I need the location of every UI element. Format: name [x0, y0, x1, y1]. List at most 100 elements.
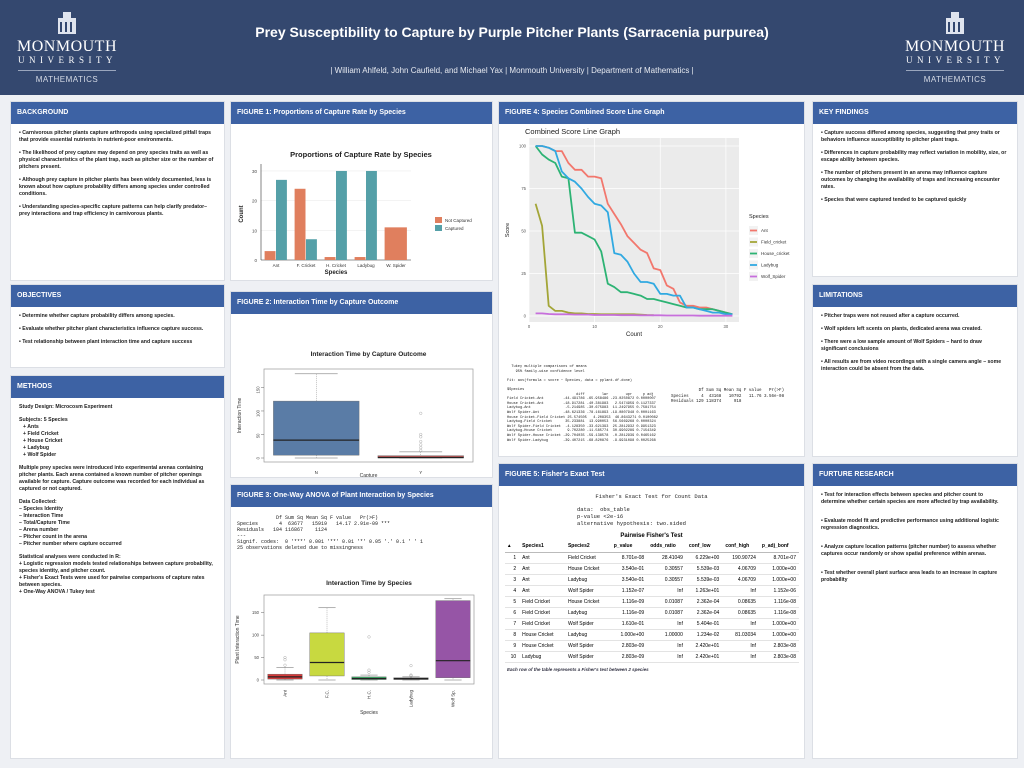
table-cell: 1.000e+00 [758, 563, 799, 575]
y-tick-label: 25 [521, 271, 526, 276]
series-line-ant [535, 145, 733, 316]
column-header[interactable]: ▴ [505, 541, 520, 553]
subject-item: + Field Cricket [23, 431, 59, 437]
chart-title: Proportions of Capture Rate by Species [290, 150, 432, 159]
logo-line2: UNIVERSITY [18, 55, 116, 71]
column-header[interactable]: Species2 [564, 541, 611, 553]
data-collected-label: Data Collected: [19, 499, 57, 505]
figure3-panel: FIGURE 3: One-Way ANOVA of Plant Interac… [230, 484, 493, 759]
x-tick-label: Y [419, 470, 422, 475]
output-line: 95% family-wise confidence level [507, 369, 585, 374]
background-item: • The likelihood of prey capture may dep… [19, 150, 214, 170]
table-cell: Ant [519, 552, 565, 564]
legend-swatch [435, 225, 442, 231]
legend-label: Captured [445, 226, 464, 231]
data-item: – Pitcher count in the arena [19, 534, 88, 540]
table-cell: 6 [505, 607, 520, 619]
objective-item: • Test relationship between plant intera… [19, 339, 193, 345]
table-cell: Inf [722, 585, 759, 597]
fisher-test-line: data: obs_table [577, 506, 630, 513]
table-cell: 3.540e-01 [610, 574, 648, 586]
table-cell: 3 [505, 574, 520, 586]
stats-item: + One-Way ANOVA / Tukey test [19, 589, 95, 595]
series-line-wolf_spider [535, 312, 733, 317]
output-line: Ladybug-Ant -5.214985 -30.675983 11.2497… [507, 406, 656, 411]
logo-line3: MATHEMATICS [35, 75, 99, 84]
table-cell: 0.01087 [647, 596, 686, 608]
table-cell: 1.00000 [647, 629, 686, 641]
x-tick-label: Wolf Sp. [451, 690, 456, 707]
box-wolfsp [435, 600, 471, 678]
column-header[interactable]: conf_high [722, 541, 759, 553]
table-cell: 8.701e-07 [758, 552, 799, 564]
outlier-point [367, 668, 371, 672]
table-cell: 2.803e-08 [758, 651, 799, 663]
background-panel: BACKGROUND • Carnivorous pitcher plants … [10, 101, 225, 281]
figure3-heading: FIGURE 3: One-Way ANOVA of Plant Interac… [231, 485, 492, 507]
table-cell: 1.152e-07 [610, 585, 648, 597]
logo-line3: MATHEMATICS [923, 75, 987, 84]
table-cell: 6.229e+00 [685, 552, 723, 564]
table-cell: 1.116e-09 [610, 607, 648, 619]
table-cell: 4.06709 [722, 563, 759, 575]
table-cell: 5.539e-03 [685, 574, 723, 586]
table-cell: Ant [519, 574, 565, 586]
capture-rate-bar-chart: Proportions of Capture Rate by Species 0 1… [239, 150, 472, 276]
limitations-panel: LIMITATIONS • Pitcher traps were not reu… [812, 284, 1018, 457]
table-row: 3 Ant Ladybug 3.540e-01 0.30557 5.539e-03 4.06… [505, 574, 799, 586]
subject-item: + House Cricket [23, 438, 63, 444]
outlier-point [283, 658, 287, 662]
column-header[interactable]: p_value [610, 541, 648, 553]
column-header[interactable]: Species1 [519, 541, 565, 553]
legend-label: Wolf_Spider [761, 274, 786, 279]
interaction-time-capture-boxplot: Interaction Time by Capture Outcome 0 50 10… [237, 351, 474, 479]
y-tick-label: 150 [252, 610, 260, 615]
table-cell: Inf [722, 651, 759, 663]
y-tick-label: 10 [252, 228, 258, 233]
finding-item: • Differences in capture probability may… [821, 150, 1007, 163]
output-line: Residuals 129 118374 918 [671, 400, 742, 404]
table-cell: 8 [505, 629, 520, 641]
table-cell: 1 [505, 552, 520, 564]
bar-not-captured [354, 257, 366, 260]
output-line: Fit: aov(formula = score ~ Species, data… [507, 378, 633, 383]
future-item: • Evaluate model fit and predictive perf… [821, 518, 999, 531]
plot-background [529, 138, 739, 322]
chart-title: Combined Score Line Graph [525, 127, 620, 136]
column-header[interactable]: conf_low [685, 541, 723, 553]
x-tick-label: H. Cricket [326, 263, 347, 268]
x-tick-label: 30 [724, 324, 729, 329]
plot-frame [263, 594, 475, 685]
table-cell: Inf [647, 651, 686, 663]
outlier-point [409, 664, 413, 668]
table-cell: Ladybug [564, 629, 611, 641]
figure2-panel: FIGURE 2: Interaction Time by Capture Ou… [230, 291, 493, 479]
table-row: 8 House Cricket Ladybug 1.000e+00 1.00000 1.2… [505, 629, 799, 641]
y-axis-label: Interaction Time [237, 397, 243, 433]
x-tick-label: Ant [273, 263, 281, 268]
key-findings-panel: KEY FINDINGS • Capture success differed … [812, 101, 1018, 277]
column-header[interactable]: p_adj_bonf [758, 541, 799, 553]
output-line: Df Sum Sq Mean Sq F value Pr(>F) [671, 389, 785, 393]
building-icon [54, 10, 80, 34]
logo-line2: UNIVERSITY [906, 55, 1004, 71]
table-cell: 10 [505, 651, 520, 663]
column-header[interactable]: odds_ratio [647, 541, 686, 553]
table-cell: House Cricket [564, 563, 611, 575]
background-item: • Carnivorous pitcher plants capture art… [19, 130, 212, 143]
data-item: – Arena number [19, 527, 59, 533]
x-axis-label: Species [360, 710, 378, 716]
figure1-panel: FIGURE 1: Proportions of Capture Rate by… [230, 101, 493, 281]
y-tick-label: 30 [252, 169, 258, 174]
table-cell: 2 [505, 563, 520, 575]
output-line: Signif. codes: 0 '***' 0.001 '**' 0.01 '… [237, 539, 424, 545]
output-line: Wolf Spider-Field Cricket -4.128350 -33.… [507, 424, 656, 429]
output-line: Wolf Spider-House Cricket -29.704035 -59… [507, 433, 656, 438]
subject-item: + Wolf Spider [23, 452, 57, 458]
legend-label: Not Captured [445, 218, 472, 223]
bar-captured [306, 239, 317, 260]
bar-not-captured [324, 257, 336, 260]
bar-not-captured [264, 251, 276, 260]
table-cell: 28.41049 [647, 552, 686, 564]
table-cell: Wolf Spider [564, 618, 611, 630]
